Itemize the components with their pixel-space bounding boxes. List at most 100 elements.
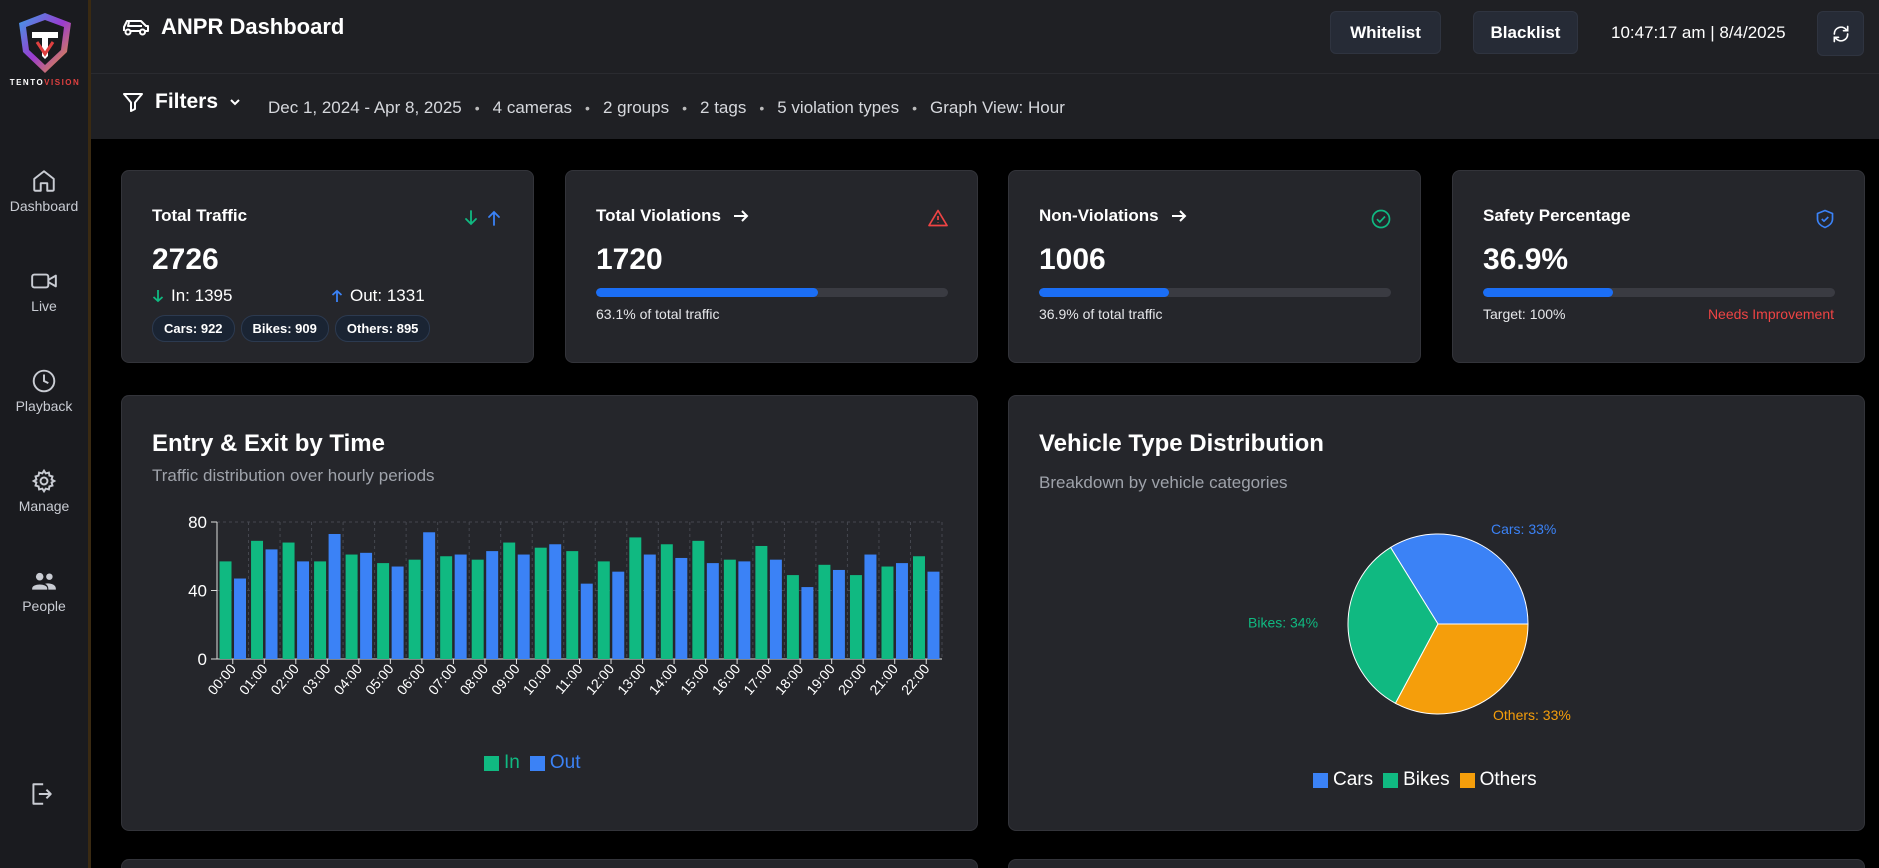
filter-violation-types[interactable]: 5 violation types	[777, 98, 900, 117]
whitelist-button[interactable]: Whitelist	[1330, 11, 1441, 54]
safety-target: Target: 100%	[1483, 306, 1566, 322]
bar-out	[801, 587, 814, 659]
bar-in	[251, 540, 264, 659]
bar-out	[297, 561, 310, 659]
chevron-down-icon	[230, 99, 240, 106]
bar-out	[486, 551, 499, 659]
total-violations-card[interactable]: Total Violations 1720 63.1% of total tra…	[565, 170, 978, 363]
card-title: Total Traffic	[152, 206, 248, 225]
safety-percentage-value: 36.9%	[1483, 243, 1569, 276]
vehicle-pie-chart: Cars: 33% Bikes: 34% Others: 33%	[1248, 521, 1571, 723]
bar-out	[927, 571, 940, 659]
x-tick-label: 19:00	[803, 660, 838, 697]
bar-in	[377, 563, 390, 659]
bar-out	[234, 578, 246, 659]
vehicle-distribution-panel: Vehicle Type Distribution Breakdown by v…	[1008, 395, 1865, 831]
safety-progress-fill	[1483, 288, 1613, 297]
logo-text-a: TENTO	[9, 78, 45, 87]
arrow-right-icon	[734, 210, 749, 222]
out-count: Out: 1331	[331, 286, 425, 306]
non-violations-value: 1006	[1039, 243, 1106, 276]
filters-label: Filters	[155, 90, 219, 113]
panel-subtitle: Traffic distribution over hourly periods	[152, 466, 435, 485]
bar-out	[612, 571, 625, 659]
pie-chart-legend: Cars Bikes Others	[1313, 769, 1547, 791]
x-tick-label: 16:00	[709, 660, 744, 697]
bar-in	[597, 561, 610, 659]
bar-in	[219, 561, 232, 659]
x-tick-label: 00:00	[204, 660, 239, 697]
x-tick-label: 21:00	[866, 660, 901, 697]
blacklist-button[interactable]: Blacklist	[1473, 11, 1578, 54]
non-violations-subtext: 36.9% of total traffic	[1039, 306, 1163, 322]
legend-item-others[interactable]: Others	[1459, 769, 1537, 791]
pie-label-cars: Cars: 33%	[1491, 521, 1556, 537]
sidebar-item-label: Manage	[18, 498, 70, 514]
non-violations-progress-fill	[1039, 288, 1169, 297]
sidebar-item-live[interactable]: Live	[0, 268, 88, 314]
video-icon	[31, 273, 57, 289]
non-violations-card[interactable]: Non-Violations 1006 36.9% of total traff…	[1008, 170, 1421, 363]
safety-progress-bar	[1483, 288, 1835, 297]
others-pill: Others: 895	[334, 315, 431, 342]
panel-title: Entry & Exit by Time	[152, 430, 385, 457]
logout-button[interactable]	[28, 781, 54, 812]
filter-cameras[interactable]: 4 cameras	[492, 98, 573, 117]
bar-in	[660, 544, 673, 659]
refresh-button[interactable]	[1817, 11, 1864, 56]
legend-item-out[interactable]: Out	[529, 752, 580, 774]
bar-in	[913, 556, 925, 659]
refresh-icon	[1832, 25, 1849, 42]
gear-icon	[31, 468, 57, 494]
total-traffic-card: Total Traffic 2726 In: 1395 Out: 1331 Ca…	[121, 170, 534, 363]
sidebar-item-dashboard[interactable]: Dashboard	[0, 168, 88, 214]
filter-groups[interactable]: 2 groups	[602, 98, 670, 117]
filter-icon	[123, 93, 143, 112]
bar-in	[345, 554, 358, 659]
filter-graph-view[interactable]: Graph View: Hour	[930, 98, 1065, 117]
filter-tags[interactable]: 2 tags	[700, 98, 747, 117]
bar-in	[692, 540, 705, 659]
bar-in	[314, 561, 327, 659]
bar-out	[675, 557, 688, 659]
pie-slice-cars	[1389, 533, 1529, 625]
x-tick-label: 07:00	[425, 660, 460, 697]
people-icon	[32, 572, 56, 590]
sidebar-item-playback[interactable]: Playback	[0, 368, 88, 414]
bar-in	[282, 542, 295, 659]
x-tick-label: 15:00	[677, 660, 712, 697]
top-header: ANPR Dashboard Whitelist Blacklist 10:47…	[91, 0, 1879, 73]
bar-out	[265, 549, 278, 659]
car-icon	[123, 20, 149, 36]
bar-out	[423, 532, 436, 659]
x-tick-label: 05:00	[362, 660, 397, 697]
datetime-display: 10:47:17 am | 8/4/2025	[1611, 23, 1786, 42]
sidebar-item-people[interactable]: People	[0, 568, 88, 614]
sidebar: TENTOVISION Dashboard Live Playback Mana…	[0, 0, 91, 868]
non-violations-progress-bar	[1039, 288, 1391, 297]
logout-icon	[32, 783, 52, 805]
clock-icon	[32, 369, 56, 393]
legend-item-cars[interactable]: Cars	[1313, 769, 1373, 791]
brand-logo[interactable]: TENTOVISION	[6, 10, 84, 100]
bar-chart-legend: In Out	[484, 752, 590, 774]
sidebar-item-label: People	[22, 598, 66, 614]
filter-date-range[interactable]: Dec 1, 2024 - Apr 8, 2025	[268, 98, 462, 117]
sidebar-item-label: Dashboard	[9, 198, 79, 214]
pie-slice-others	[1394, 623, 1529, 715]
shield-check-icon	[1815, 209, 1835, 234]
sidebar-item-manage[interactable]: Manage	[0, 468, 88, 514]
sidebar-item-label: Playback	[15, 398, 73, 414]
x-tick-label: 22:00	[898, 660, 933, 697]
bar-out	[864, 554, 877, 659]
logo-text-b: VISION	[44, 78, 81, 87]
filters-toggle[interactable]: Filters	[121, 90, 242, 114]
x-tick-label: 01:00	[236, 660, 271, 697]
legend-item-in[interactable]: In	[484, 752, 520, 774]
legend-item-bikes[interactable]: Bikes	[1383, 769, 1450, 791]
in-out-arrows-icon	[462, 209, 504, 232]
bar-in	[881, 566, 894, 659]
x-tick-label: 13:00	[614, 660, 649, 697]
bar-in	[534, 547, 547, 659]
bar-in	[471, 559, 484, 659]
